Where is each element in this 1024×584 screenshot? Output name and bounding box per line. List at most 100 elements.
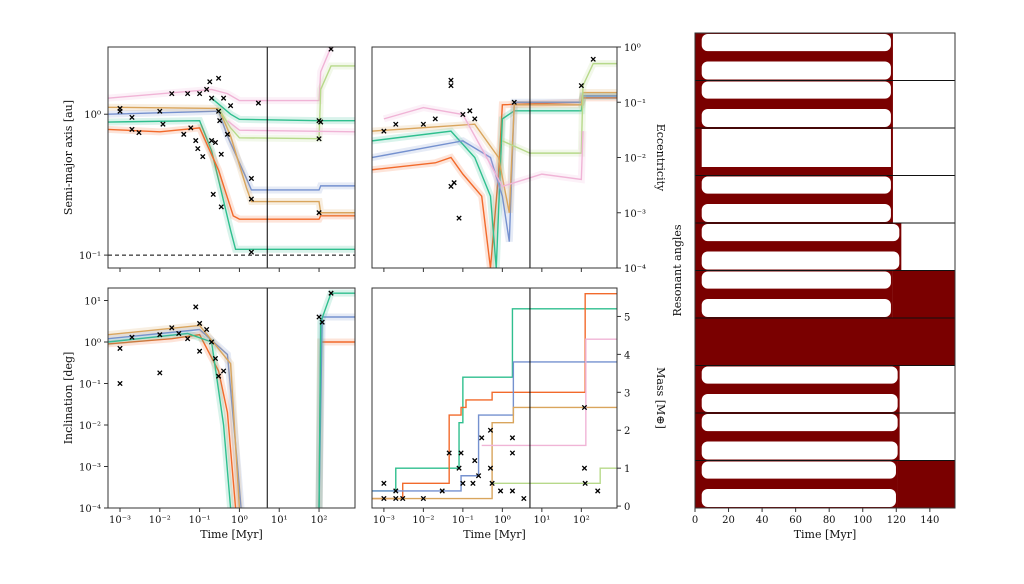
- series-line-lime: [502, 62, 617, 154]
- cross-marker: [181, 131, 187, 137]
- series-line-lime: [490, 467, 617, 485]
- libration-gap: [701, 224, 900, 242]
- axes-frame: [107, 46, 356, 269]
- cross-marker: [487, 427, 494, 433]
- cross-marker: [220, 368, 227, 374]
- cross-marker: [248, 175, 255, 182]
- x-tick-label: 10¹: [533, 515, 550, 526]
- series-line-blue: [108, 110, 355, 191]
- cross-marker: [117, 345, 123, 352]
- y-tick-label: 0: [624, 502, 630, 513]
- x-tick-label: 120: [887, 515, 906, 526]
- x-tick-label: 10⁻³: [373, 515, 395, 526]
- cross-marker: [381, 495, 387, 502]
- y-tick-label: 2: [624, 426, 630, 437]
- x-tick-label: 100: [853, 515, 872, 526]
- cross-marker: [129, 126, 135, 133]
- x-tick-label: 60: [789, 515, 802, 526]
- axes-frame: [694, 32, 956, 509]
- cross-marker: [217, 118, 223, 124]
- y-tick-label: 10⁰: [624, 43, 641, 54]
- cross-marker: [456, 215, 462, 221]
- cross-marker: [160, 121, 166, 127]
- x-axis-label: Time [Myr]: [794, 528, 857, 541]
- x-tick-label: 10⁰: [494, 515, 511, 526]
- cross-marker: [590, 56, 596, 62]
- cross-marker: [460, 111, 466, 118]
- x-axis-label: Time [Myr]: [200, 528, 263, 541]
- libration-gap: [701, 366, 898, 384]
- plot-area: [372, 47, 617, 268]
- cross-marker: [451, 180, 457, 186]
- x-tick-label: 10²: [573, 515, 590, 526]
- libration-gap: [701, 441, 898, 460]
- series-line-tan: [372, 406, 617, 500]
- cross-marker: [208, 95, 215, 101]
- y-tick-label: 1: [624, 464, 630, 475]
- axes-frame: [371, 287, 618, 509]
- cross-marker: [582, 480, 588, 487]
- cross-marker: [420, 121, 427, 127]
- series-line-green: [108, 119, 355, 250]
- series-line-green: [318, 292, 355, 508]
- cross-marker: [248, 249, 255, 255]
- series-line-orange: [372, 292, 617, 500]
- cross-marker: [255, 100, 262, 106]
- cross-marker: [420, 495, 427, 502]
- cross-marker: [193, 304, 199, 310]
- series-band: [108, 329, 235, 508]
- resonance-band: [695, 318, 955, 366]
- cross-marker: [509, 435, 516, 441]
- y-axis-label: Semi-major axis [au]: [62, 100, 75, 215]
- series-line-blue: [372, 361, 617, 492]
- libration-gap: [701, 461, 896, 479]
- y-tick-label: 10⁻⁴: [79, 504, 101, 515]
- libration-gap: [701, 489, 896, 508]
- cross-marker: [218, 151, 224, 157]
- cross-marker: [316, 210, 322, 216]
- cross-marker: [136, 129, 142, 136]
- cross-marker: [472, 457, 478, 464]
- cross-marker: [195, 145, 201, 152]
- panel-1: 10⁻⁴ 10⁻³ 10⁻² 10⁻¹ 10⁰ Eccentricity: [371, 43, 667, 275]
- cross-marker: [196, 90, 203, 97]
- cross-marker: [393, 495, 399, 502]
- x-tick-label: 10¹: [271, 515, 288, 526]
- series-line-blue: [108, 328, 242, 508]
- plot-area: [108, 288, 355, 508]
- cross-marker: [200, 153, 206, 160]
- cross-marker: [393, 121, 399, 127]
- cross-marker: [316, 136, 322, 142]
- cross-marker: [475, 473, 482, 479]
- series-line-green: [372, 308, 617, 492]
- y-tick-label: 10⁰: [84, 110, 101, 121]
- cross-marker: [210, 191, 216, 197]
- cross-marker: [393, 488, 399, 494]
- cross-marker: [328, 290, 334, 296]
- resonance-band: [897, 460, 955, 508]
- cross-marker: [521, 495, 527, 502]
- cross-marker: [207, 79, 213, 85]
- cross-marker: [432, 116, 438, 122]
- cross-marker: [157, 370, 163, 376]
- cross-marker: [489, 480, 495, 487]
- cross-marker: [224, 131, 231, 137]
- cross-marker: [212, 355, 219, 362]
- libration-gap: [701, 34, 891, 52]
- x-tick-label: 10⁰: [231, 515, 248, 526]
- cross-marker: [157, 332, 163, 338]
- cross-marker: [227, 103, 234, 109]
- y-tick-label: 10⁻⁴: [624, 264, 646, 275]
- cross-marker: [188, 125, 194, 131]
- y-tick-label: 10¹: [84, 296, 101, 307]
- cross-marker: [212, 139, 219, 146]
- x-tick-label: 10⁻²: [412, 515, 434, 526]
- x-tick-label: 10²: [311, 515, 328, 526]
- y-axis-label: Mass [M⊕]: [654, 367, 667, 429]
- panel-4: 0 20 40 60 80 100 120 140 Time [Myr] Resonant ang…: [671, 32, 956, 541]
- axes-frame: [107, 287, 356, 509]
- cross-marker: [248, 196, 255, 202]
- cross-marker: [595, 488, 601, 494]
- libration-gap: [701, 414, 898, 432]
- libration-gap: [701, 394, 898, 413]
